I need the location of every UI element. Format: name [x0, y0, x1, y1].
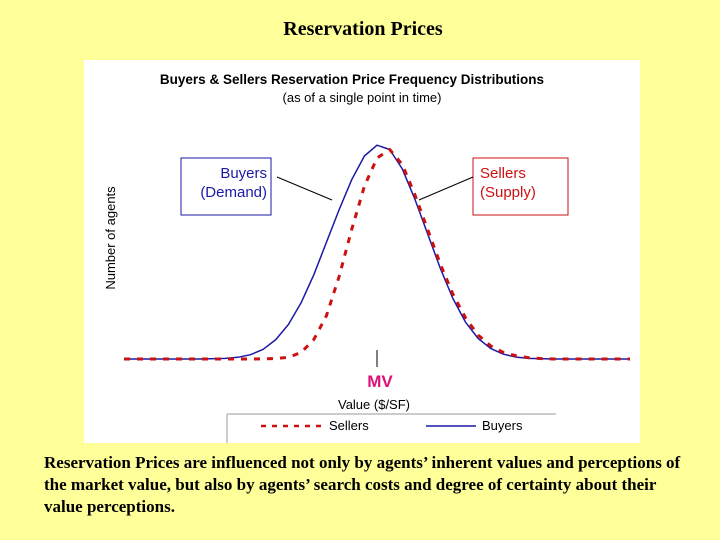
chart: Buyers & Sellers Reservation Price Frequ… — [103, 72, 630, 443]
series-line-sellers — [124, 148, 630, 361]
y-axis-label: Number of agents — [103, 186, 118, 290]
annotation-text-sellers: (Supply) — [480, 184, 536, 201]
chart-subtitle: (as of a single point in time) — [283, 90, 442, 105]
legend-label-buyers: Buyers — [482, 418, 523, 433]
annotation-leader-sellers — [418, 176, 474, 201]
annotation-layer: Buyers (Demand) Sellers (Supply) — [180, 157, 569, 216]
mv-label: MV — [367, 372, 393, 391]
annotation-box-buyers — [180, 157, 272, 216]
series-layer — [124, 144, 630, 361]
annotation-leader-buyers — [276, 176, 333, 201]
annotation-text-buyers: Buyers — [220, 165, 267, 182]
legend: Sellers Buyers — [226, 413, 556, 443]
chart-title: Buyers & Sellers Reservation Price Frequ… — [160, 72, 544, 87]
annotation-text-sellers: Sellers — [480, 165, 526, 182]
x-axis-label: Value ($/SF) — [338, 397, 410, 412]
series-line-buyers — [124, 144, 630, 360]
slide-title: Reservation Prices — [283, 18, 443, 40]
legend-label-sellers: Sellers — [329, 418, 369, 433]
annotation-box-sellers — [472, 157, 569, 216]
annotation-text-buyers: (Demand) — [200, 184, 267, 201]
slide-caption: Reservation Prices are influenced not on… — [44, 453, 681, 516]
chart-panel: Buyers & Sellers Reservation Price Frequ… — [84, 60, 640, 443]
